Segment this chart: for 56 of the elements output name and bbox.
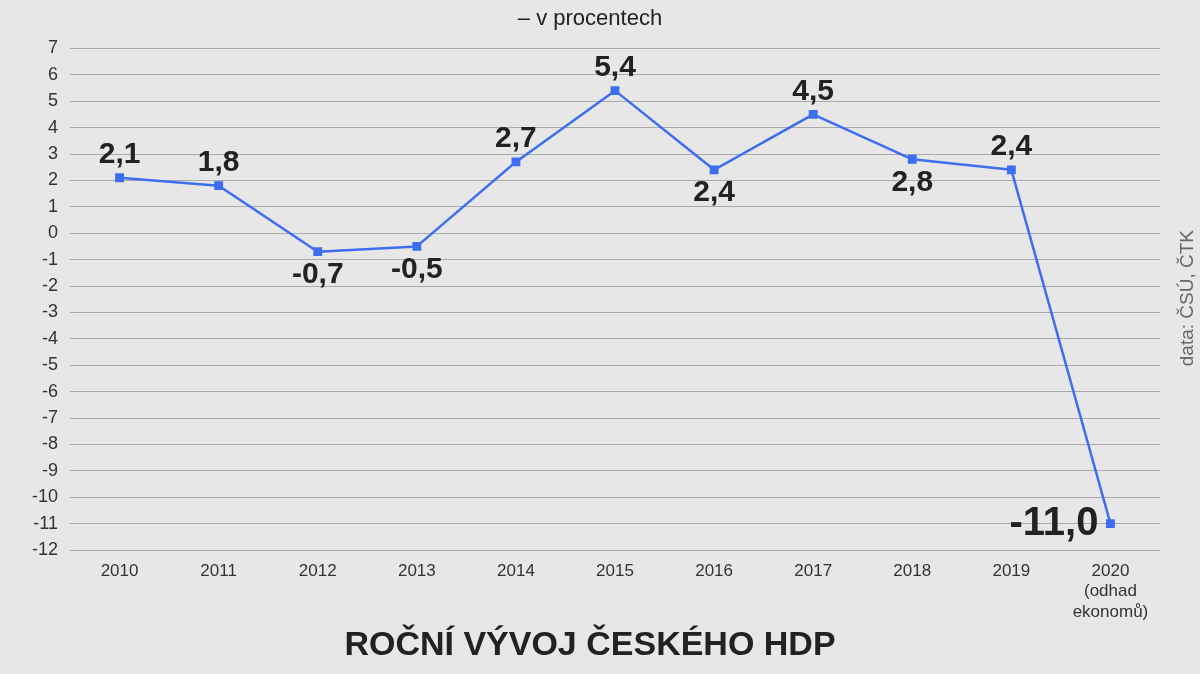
x-tick-label: 2010 [100, 560, 139, 580]
point [115, 173, 124, 183]
x-tick-label: 2011 [200, 560, 237, 580]
data-label: 2,1 [98, 136, 141, 170]
y-tick-label: 6 [48, 63, 59, 84]
point [214, 181, 224, 191]
y-tick-label: -8 [42, 433, 59, 454]
data-label: -0,7 [291, 255, 344, 289]
y-tick-label: -10 [32, 486, 59, 507]
y-tick-label: 7 [48, 37, 59, 58]
y-tick-label: 2 [48, 169, 59, 190]
data-label: 4,5 [792, 72, 835, 106]
point [313, 247, 323, 257]
y-tick-label: -12 [32, 538, 59, 559]
y-tick-label: -11 [33, 512, 59, 533]
y-tick-label: 5 [48, 90, 59, 111]
x-tick-label: 2013 [397, 560, 436, 580]
x-tick-label: 2015 [596, 560, 634, 580]
point [808, 109, 818, 119]
y-tick-label: -4 [42, 327, 59, 348]
data-label: 2,8 [891, 163, 934, 197]
text: data: ČSÚ, ČTK [1176, 230, 1198, 367]
y-tick-label: -9 [42, 459, 59, 480]
data-label: -0,5 [390, 250, 443, 284]
data-label: 2,4 [693, 174, 736, 208]
y-tick-label: 1 [48, 195, 59, 216]
y-tick-label: -6 [42, 380, 59, 401]
x-tick-label: 2014 [497, 560, 535, 580]
x-tick-label: 2012 [298, 560, 337, 580]
text: ROČNÍ VÝVOJ ČESKÉHO HDP [344, 623, 836, 662]
x-tick-label: 2019 [992, 560, 1031, 580]
y-tick-label: 4 [48, 116, 59, 137]
data-label: 1,8 [197, 143, 240, 177]
point [511, 157, 521, 167]
data-label: 2,4 [990, 128, 1033, 162]
x-tick-label: 2017 [794, 560, 833, 580]
y-tick-label: -5 [42, 354, 59, 375]
y-tick-label: -1 [42, 248, 59, 269]
x-tick-label: 2016 [695, 560, 734, 580]
point [1106, 519, 1115, 529]
point [412, 241, 422, 251]
point [610, 86, 620, 96]
y-tick-label: -2 [42, 274, 59, 295]
x-tick-label: 2020 (odhad ekonomů) [1072, 560, 1149, 621]
point [907, 154, 917, 164]
y-tick-label: 3 [48, 142, 59, 163]
point [709, 165, 719, 175]
y-tick-label: -7 [42, 406, 59, 427]
y-tick-label: -3 [42, 301, 59, 322]
y-tick-label: 0 [48, 222, 59, 243]
point [1006, 165, 1016, 175]
x-tick-label: 2018 [893, 560, 932, 580]
data-label: -11,0 [1009, 498, 1099, 543]
data-label: 5,4 [594, 48, 637, 82]
data-label: 2,7 [495, 120, 537, 154]
chart-subtitle: – v procentech [517, 5, 663, 31]
